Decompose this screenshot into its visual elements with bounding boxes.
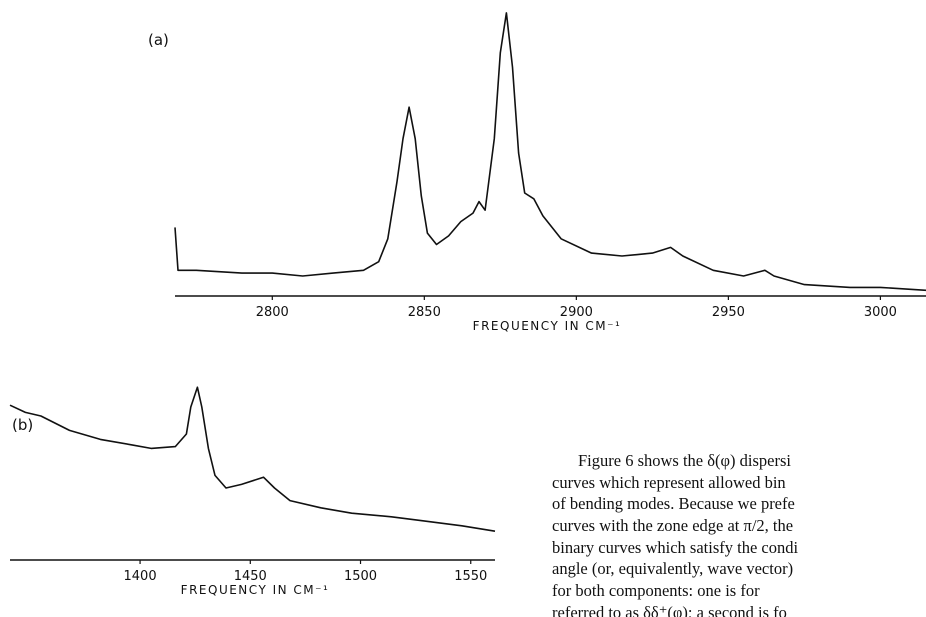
x-tick-label: 1550 bbox=[454, 569, 487, 584]
text-line: referred to as δδ⁺(φ); a second is fo bbox=[552, 602, 787, 617]
spectrum-line bbox=[9, 386, 496, 532]
x-tick-label: 2950 bbox=[712, 305, 745, 320]
spectrum-line bbox=[174, 12, 926, 292]
x-axis-label: FREQUENCY IN CM⁻¹ bbox=[473, 319, 622, 333]
text-line: curves which represent allowed bin bbox=[552, 472, 786, 492]
x-tick-label: 2850 bbox=[408, 305, 441, 320]
x-tick-label: 2800 bbox=[256, 305, 289, 320]
text-line: binary curves which satisfy the condi bbox=[552, 537, 799, 557]
panel-label: (b) bbox=[12, 416, 33, 434]
x-tick-label: 1500 bbox=[344, 569, 377, 584]
x-axis-label: FREQUENCY IN CM⁻¹ bbox=[181, 583, 330, 597]
x-tick-label: 1400 bbox=[124, 569, 157, 584]
text-line: angle (or, equivalently, wave vector) bbox=[552, 559, 794, 579]
x-tick-label: 2900 bbox=[560, 305, 593, 320]
text-line: of bending modes. Because we prefe bbox=[552, 494, 795, 514]
paragraph: Figure 6 shows the δ(φ) dispersi curves w… bbox=[552, 450, 926, 617]
x-tick-label: 1450 bbox=[234, 569, 267, 584]
text-line: curves with the zone edge at π/2, the bbox=[552, 516, 794, 536]
text-line: Figure 6 shows the δ(φ) dispersi bbox=[578, 451, 791, 470]
x-tick-label: 3000 bbox=[864, 305, 897, 320]
panel-label: (a) bbox=[148, 31, 169, 49]
text-line: for both components: one is for bbox=[552, 581, 760, 601]
